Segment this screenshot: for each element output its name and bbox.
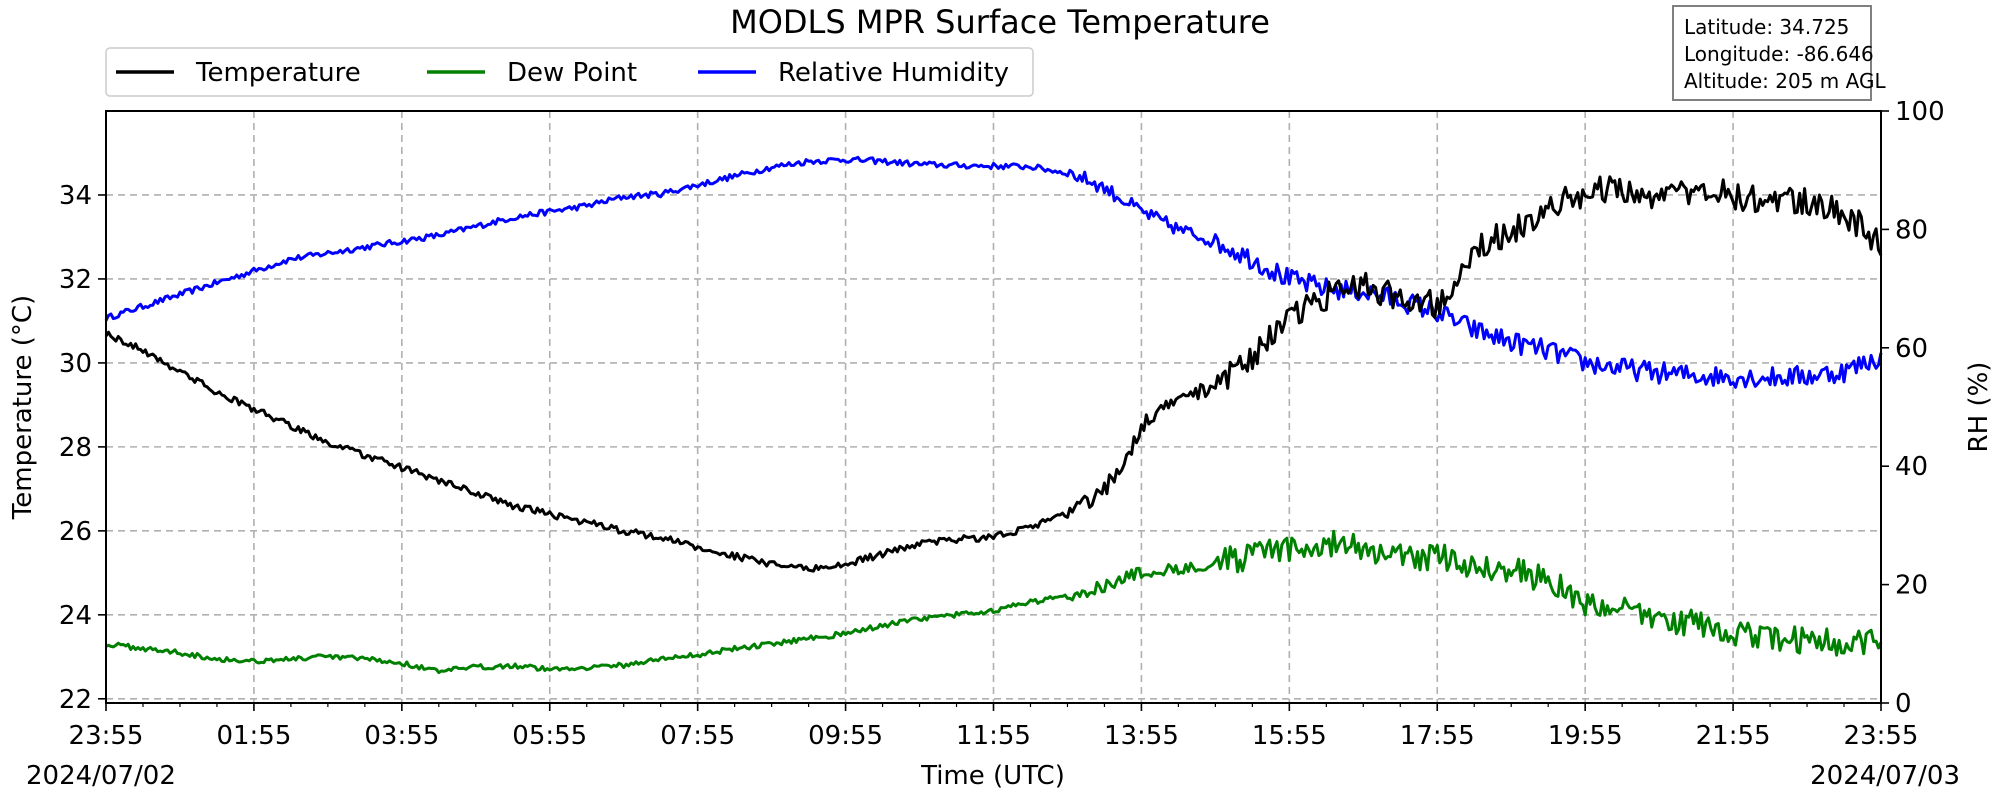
x-tick-label: 19:55 bbox=[1548, 721, 1623, 751]
axis-ticks: 23:55 01:55 03:55 05:55 07:55 09:55 11:55 13:55… bbox=[59, 97, 1945, 751]
x-tick-label: 17:55 bbox=[1400, 721, 1475, 751]
series-line-temperature bbox=[104, 175, 1883, 573]
y-axis-label-left: Temperature (°C) bbox=[8, 295, 38, 520]
legend: Temperature Dew Point Relative Humidity bbox=[105, 47, 1034, 97]
altitude-text: Altitude: 205 m AGL bbox=[1684, 69, 1886, 93]
x-tick-label: 23:55 bbox=[69, 721, 144, 751]
y-left-tick-label: 32 bbox=[59, 265, 92, 295]
series-line-relative-humidity bbox=[104, 155, 1883, 389]
chart-title: MODLS MPR Surface Temperature bbox=[730, 3, 1270, 41]
y-axis-label-right: RH (%) bbox=[1964, 362, 1994, 453]
start-date-label: 2024/07/02 bbox=[26, 761, 176, 791]
y-right-tick-label: 60 bbox=[1895, 334, 1928, 364]
x-axis-label: Time (UTC) bbox=[920, 761, 1065, 791]
legend-label: Temperature bbox=[195, 58, 361, 88]
y-left-tick-label: 30 bbox=[59, 349, 92, 379]
y-left-tick-label: 26 bbox=[59, 517, 92, 547]
y-right-tick-label: 40 bbox=[1895, 452, 1928, 482]
legend-frame bbox=[105, 47, 1034, 97]
series-line-dew-point bbox=[105, 529, 1883, 675]
y-right-tick-label: 80 bbox=[1895, 215, 1928, 245]
legend-label: Relative Humidity bbox=[778, 58, 1009, 88]
x-tick-label: 01:55 bbox=[216, 721, 291, 751]
y-left-tick-label: 28 bbox=[59, 433, 92, 463]
x-tick-label: 13:55 bbox=[1104, 721, 1179, 751]
x-tick-label: 05:55 bbox=[512, 721, 587, 751]
y-right-tick-label: 0 bbox=[1895, 689, 1912, 719]
end-date-label: 2024/07/03 bbox=[1810, 761, 1960, 791]
x-tick-label: 23:55 bbox=[1844, 721, 1919, 751]
y-right-tick-label: 100 bbox=[1895, 97, 1945, 127]
latitude-text: Latitude: 34.725 bbox=[1684, 15, 1850, 39]
x-tick-label: 09:55 bbox=[808, 721, 883, 751]
y-right-tick-label: 20 bbox=[1895, 571, 1928, 601]
y-left-tick-label: 34 bbox=[59, 181, 92, 211]
x-tick-label: 03:55 bbox=[364, 721, 439, 751]
longitude-text: Longitude: -86.646 bbox=[1684, 42, 1874, 66]
x-tick-label: 11:55 bbox=[956, 721, 1031, 751]
x-tick-label: 07:55 bbox=[660, 721, 735, 751]
x-tick-label: 15:55 bbox=[1252, 721, 1327, 751]
y-left-tick-label: 24 bbox=[59, 601, 92, 631]
legend-label: Dew Point bbox=[507, 58, 637, 88]
series-lines bbox=[104, 155, 1883, 675]
location-info-box: Latitude: 34.725 Longitude: -86.646 Alti… bbox=[1672, 5, 1886, 101]
grid-lines bbox=[105, 111, 1882, 703]
x-tick-label: 21:55 bbox=[1696, 721, 1771, 751]
y-left-tick-label: 22 bbox=[59, 685, 92, 715]
